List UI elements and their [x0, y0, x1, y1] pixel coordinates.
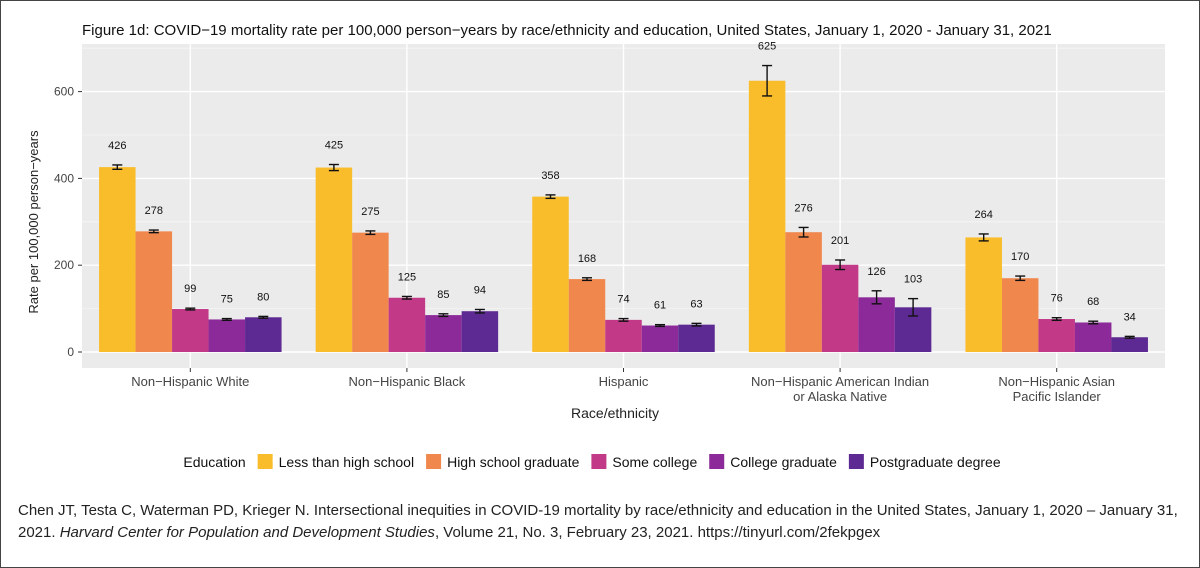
data-label: 68: [1087, 296, 1099, 308]
data-label: 125: [398, 271, 416, 283]
data-label: 94: [474, 284, 486, 296]
citation-caption: Chen JT, Testa C, Waterman PD, Krieger N…: [18, 500, 1188, 544]
bar-chart: 426 425 358 625 264 278 275 168 276 170 99 125 74 201…: [26, 41, 1165, 470]
bar: [208, 319, 246, 352]
x-tick-label: Non−Hispanic Black: [349, 374, 466, 389]
y-axis-label: Rate per 100,000 person−years: [26, 130, 41, 314]
data-label: 76: [1051, 293, 1063, 305]
data-label: 63: [690, 298, 702, 310]
x-tick-label: Non−Hispanic American Indian: [751, 374, 929, 389]
legend-key: [591, 454, 607, 469]
bar: [315, 167, 353, 352]
x-tick-label: or Alaska Native: [793, 389, 887, 404]
bar: [785, 232, 822, 352]
bar: [641, 325, 679, 352]
y-axis: 0 200 400 600: [54, 85, 82, 359]
legend-key: [426, 454, 442, 469]
data-label: 625: [758, 41, 776, 53]
data-label: 74: [617, 294, 629, 306]
bar: [748, 80, 786, 352]
data-label: 170: [1011, 251, 1029, 263]
data-label: 425: [325, 140, 343, 152]
legend-key: [848, 454, 864, 469]
data-label: 103: [904, 274, 922, 286]
x-axis: Non−Hispanic White Non−Hispanic Black Hisp…: [131, 368, 1115, 404]
figure-title: Figure 1d: COVID−19 mortality rate per 1…: [82, 22, 1052, 39]
data-label: 358: [541, 170, 559, 182]
data-label: 80: [257, 291, 269, 303]
bar: [568, 279, 606, 352]
legend: Education Less than high school High schoo…: [183, 454, 1001, 470]
legend-title: Education: [183, 454, 245, 470]
data-label: 264: [975, 209, 993, 221]
bar: [678, 324, 715, 352]
data-label: 201: [831, 235, 849, 247]
caption-text: Chen JT, Testa C, Waterman PD, Krieger N…: [18, 502, 1178, 541]
bar: [245, 317, 282, 352]
legend-label: Some college: [612, 454, 697, 470]
bar: [1001, 278, 1039, 352]
bar: [965, 237, 1002, 352]
y-tick-label: 0: [67, 345, 74, 359]
legend-label: Less than high school: [279, 454, 414, 470]
legend-label: Postgraduate degree: [870, 454, 1001, 470]
bar: [1074, 322, 1112, 352]
bar: [605, 319, 642, 352]
bar: [1038, 319, 1075, 352]
legend-key: [709, 454, 725, 469]
bar: [388, 297, 426, 352]
x-tick-label: Pacific Islander: [1013, 389, 1102, 404]
x-tick-label: Non−Hispanic White: [131, 374, 249, 389]
bar: [99, 167, 136, 352]
data-label: 75: [221, 294, 233, 306]
legend-key: [257, 454, 273, 469]
bar: [135, 231, 173, 352]
caption-journal: Harvard Center for Population and Develo…: [59, 524, 435, 541]
data-label: 61: [654, 300, 666, 312]
bar: [425, 315, 462, 352]
bar: [1111, 337, 1148, 352]
data-label: 426: [108, 140, 126, 152]
x-tick-label: Non−Hispanic Asian: [998, 374, 1115, 389]
bars: 426 425 358 625 264 278 275 168 276 170 99 125 74 201…: [99, 41, 1148, 352]
data-label: 85: [437, 289, 449, 301]
caption-details: , Volume 21, No. 3, February 23, 2021. h…: [434, 524, 881, 541]
bar: [821, 264, 859, 352]
data-label: 126: [867, 266, 885, 278]
data-label: 99: [184, 283, 196, 295]
legend-label: College graduate: [730, 454, 837, 470]
data-label: 276: [794, 202, 812, 214]
x-tick-label: Hispanic: [599, 374, 649, 389]
y-tick-label: 200: [54, 258, 74, 272]
x-axis-label: Race/ethnicity: [571, 405, 659, 421]
bar: [352, 232, 389, 352]
bar: [858, 297, 895, 352]
data-label: 275: [361, 206, 379, 218]
bar: [172, 309, 209, 352]
bar: [532, 196, 569, 352]
y-tick-label: 400: [54, 171, 74, 185]
bar: [461, 311, 499, 352]
legend-label: High school graduate: [447, 454, 580, 470]
data-label: 278: [145, 205, 163, 217]
y-tick-label: 600: [54, 85, 74, 99]
data-label: 34: [1124, 311, 1136, 323]
data-label: 168: [578, 253, 596, 265]
